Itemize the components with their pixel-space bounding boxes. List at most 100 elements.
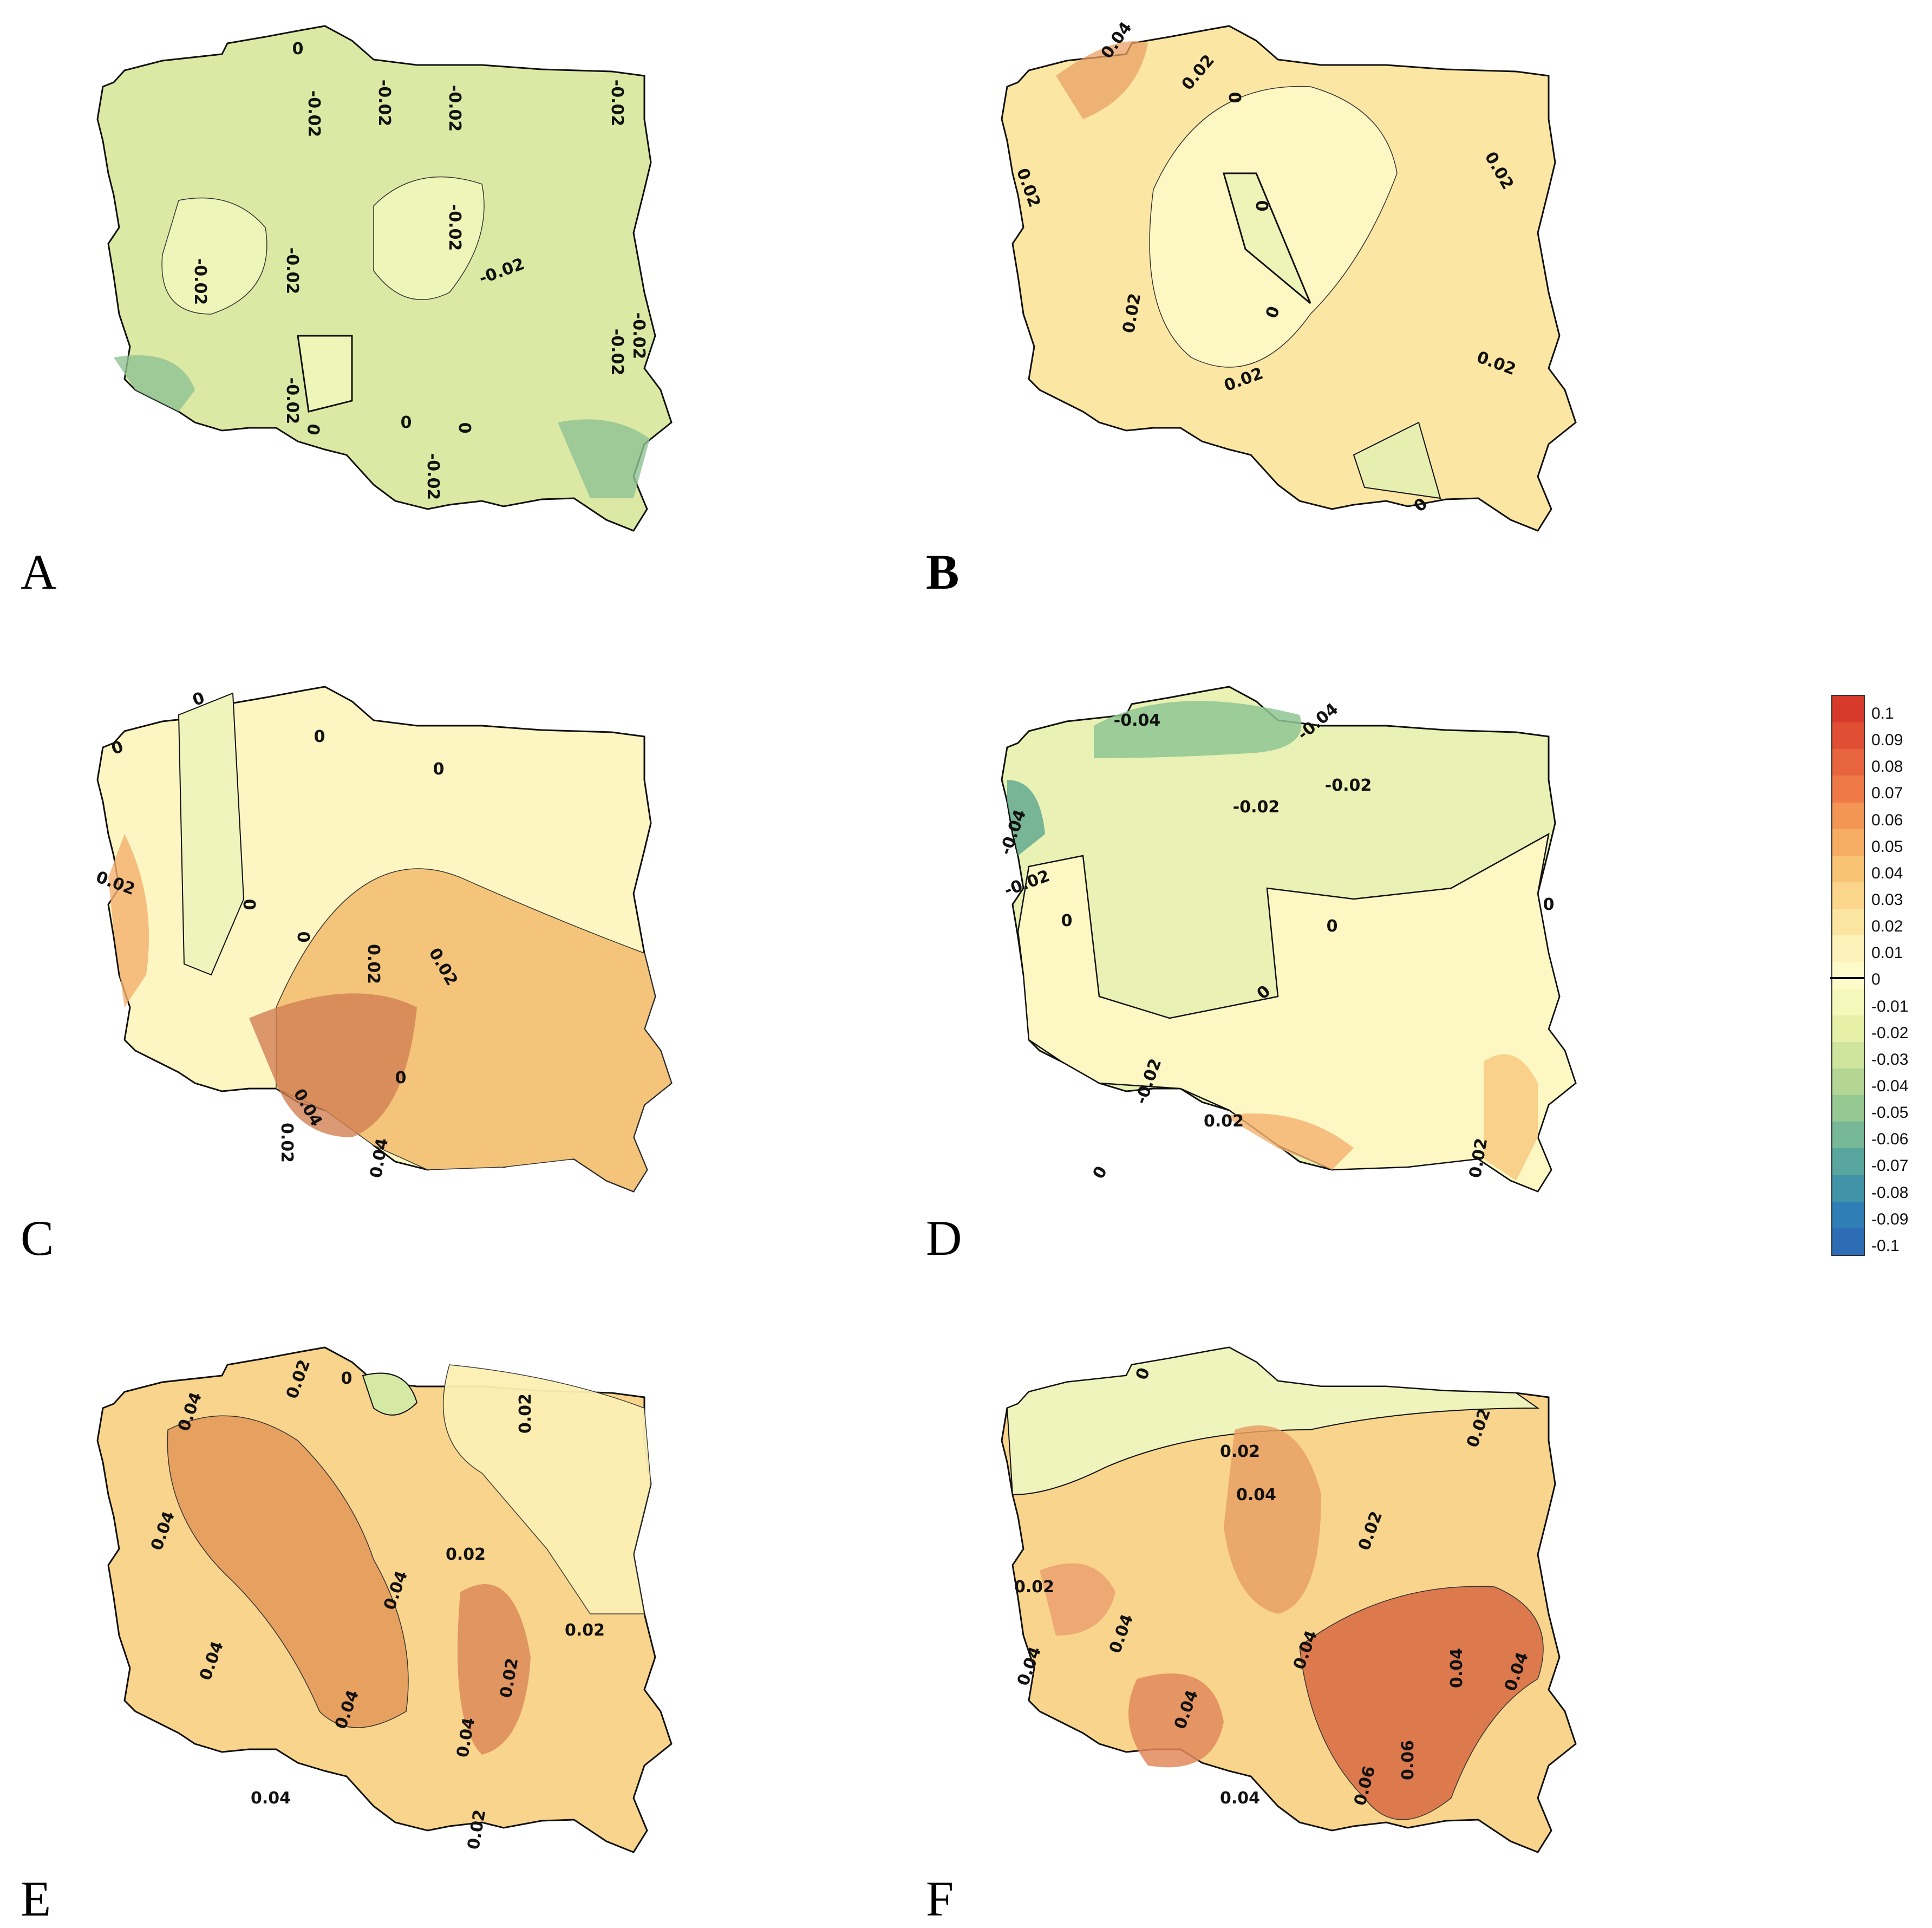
legend-swatch xyxy=(1832,1228,1864,1255)
legend-label: -0.06 xyxy=(1871,1130,1909,1149)
panel-letter: E xyxy=(21,1871,51,1926)
map-panel-d: -0.04 -0.04 -0.02 -0.04 -0.02 -0.02 0 0 0 -0.02 0 0… xyxy=(926,672,1577,1263)
contour-label: 0 xyxy=(1225,92,1244,103)
legend-swatch xyxy=(1832,1122,1864,1149)
legend-swatch xyxy=(1832,882,1864,910)
contour-label: -0.02 xyxy=(445,204,464,251)
legend-label: 0.08 xyxy=(1871,758,1903,776)
legend-swatch xyxy=(1832,1175,1864,1202)
legend-swatch xyxy=(1832,855,1864,883)
contour-label: 0 xyxy=(190,688,207,710)
legend-label: -0.1 xyxy=(1871,1236,1900,1255)
contour-label: -0.04 xyxy=(1114,711,1160,730)
panel-letter: C xyxy=(21,1210,54,1266)
contour-label: -0.02 xyxy=(423,453,442,500)
contour-label: 0.04 xyxy=(1236,1486,1276,1504)
contour-label: 0.02 xyxy=(446,1545,486,1564)
contour-label: 0.02 xyxy=(516,1393,535,1434)
contour-label: 0 xyxy=(239,899,258,910)
map-panel-b: 0.04 0.02 0 0.02 0.02 0 0 0.02 0.02 0.02 0 B xyxy=(926,11,1577,597)
contour-label: -0.02 xyxy=(608,80,626,126)
legend-colorbar xyxy=(1831,695,1865,1256)
contour-label: 0.02 xyxy=(364,944,383,984)
contour-label: -0.02 xyxy=(608,329,626,375)
panel-letter: D xyxy=(926,1210,962,1266)
legend-label: -0.02 xyxy=(1871,1024,1909,1042)
contour-label: -0.02 xyxy=(304,90,323,137)
poland-map-d: -0.04 -0.04-0.02-0.04-0.02-0.020 00-0.0200… xyxy=(996,686,1577,1193)
contour-label: 0.04 xyxy=(251,1789,291,1808)
contour-label: 0.02 xyxy=(277,1123,296,1163)
contour-label: 0 xyxy=(1089,1163,1111,1182)
legend-swatch xyxy=(1832,988,1864,1016)
contour-label: 0.02 xyxy=(1220,1442,1260,1461)
map-panel-f: 0 0.02 0.02 0.04 0.02 0.02 0.04 0.04 0.04 0.04 0.0… xyxy=(926,1332,1577,1924)
contour-label: 0.04 xyxy=(1447,1648,1466,1688)
contour-label: -0.02 xyxy=(445,85,464,132)
contour-label: -0.02 xyxy=(283,247,302,294)
legend-swatch xyxy=(1832,829,1864,856)
legend-swatch xyxy=(1832,962,1864,989)
legend-label: 0.05 xyxy=(1871,837,1903,856)
contour-label: 0.02 xyxy=(1014,1578,1054,1597)
legend-swatch xyxy=(1832,1201,1864,1229)
legend-swatch xyxy=(1832,802,1864,830)
poland-map-a: 0-0.02 -0.02 -0.02 -0.02-0.02 -0.02-0.02-0.0… xyxy=(96,25,673,532)
legend-label: 0.02 xyxy=(1871,917,1903,936)
legend-label: -0.07 xyxy=(1871,1157,1909,1175)
legend-swatch xyxy=(1832,909,1864,936)
legend-swatch xyxy=(1832,749,1864,777)
contour-label: -0.02 xyxy=(191,258,210,305)
contour-label: 0 xyxy=(433,760,445,779)
legend-swatch xyxy=(1832,1069,1864,1096)
map-panel-e: 0.02 0 0.02 0.04 0.04 0.02 0.04 0.04 0.04 0.02 0.0… xyxy=(21,1332,673,1924)
panel-letter: A xyxy=(21,544,57,600)
poland-map-e: 0.02 00.020.040.040.020.040.040.040.020.0… xyxy=(96,1346,673,1853)
contour-label: 0 xyxy=(341,1369,353,1388)
contour-label: 0.04 xyxy=(1220,1789,1260,1808)
contour-label: 0 xyxy=(395,1069,407,1087)
legend-label: 0.1 xyxy=(1871,705,1894,722)
legend-swatch xyxy=(1832,1015,1864,1043)
legend-swatch xyxy=(1832,722,1864,750)
legend-swatch xyxy=(1832,776,1864,803)
contour-label: 0 xyxy=(293,932,312,943)
legend-swatch xyxy=(1832,1041,1864,1069)
contour-label: -0.02 xyxy=(1325,776,1372,795)
legend-swatch xyxy=(1832,1148,1864,1176)
contour-label: 0 xyxy=(1061,911,1073,930)
contour-label: 0 xyxy=(292,40,304,58)
contour-label: 0.02 xyxy=(1204,1112,1244,1131)
contour-label: -0.02 xyxy=(629,312,648,359)
legend-label: -0.04 xyxy=(1871,1077,1909,1095)
legend-label: 0.09 xyxy=(1871,731,1903,750)
map-panel-c: 0 0 0 0 0.02 0 0 0.02 0.02 0.04 0.02 0.04 0 C xyxy=(21,672,673,1263)
panel-letter: F xyxy=(926,1871,954,1926)
legend-label: -0.01 xyxy=(1871,997,1909,1015)
contour-labels: 0-0.02 -0.02 -0.02 -0.02-0.02 -0.02-0.02-0.0… xyxy=(191,40,648,500)
panel-letter: B xyxy=(926,544,960,600)
legend-swatch xyxy=(1832,1095,1864,1123)
contour-label: 0 xyxy=(401,413,412,432)
legend-label: -0.09 xyxy=(1871,1210,1909,1228)
legend-label: 0.07 xyxy=(1871,784,1903,803)
contour-label: 0.02 xyxy=(565,1621,605,1640)
contour-label: -0.02 xyxy=(375,80,394,126)
legend-label: -0.08 xyxy=(1871,1183,1909,1202)
legend-label: 0.03 xyxy=(1871,891,1903,909)
map-panel-a: 0 -0.02 -0.02 -0.02 -0.02 -0.02 -0.02 -0.02 -0.0… xyxy=(21,11,673,597)
contour-label: 0 xyxy=(456,422,475,434)
legend-zero-line xyxy=(1830,977,1864,980)
legend-label: -0.03 xyxy=(1871,1050,1909,1069)
contour-label: 0 xyxy=(1543,895,1555,914)
legend-label: 0.01 xyxy=(1871,944,1903,962)
contour-label: -0.02 xyxy=(283,377,302,424)
contour-label: 0 xyxy=(1327,917,1338,936)
color-legend: 0.1 0.09 0.08 0.07 0.06 0.05 0.04 0.03 0.02 0.01 0… xyxy=(1830,695,1928,1258)
legend-label: 0.04 xyxy=(1871,864,1903,882)
contour-label: 0 xyxy=(314,727,325,746)
contour-label: -0.02 xyxy=(1233,798,1280,817)
contour-label: 0.06 xyxy=(1399,1740,1418,1780)
